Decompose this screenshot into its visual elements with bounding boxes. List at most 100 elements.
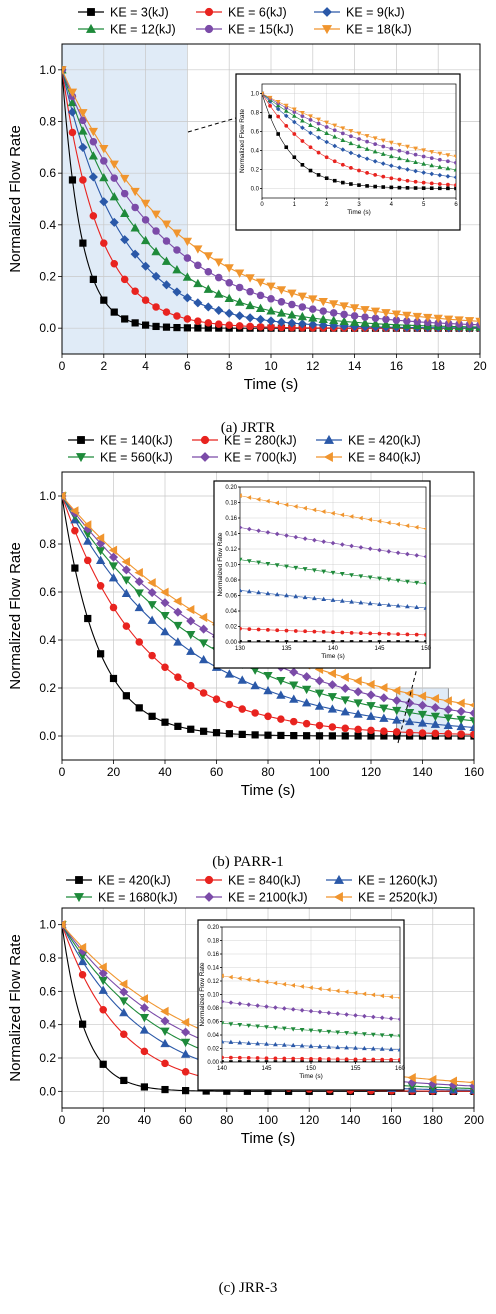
data-point xyxy=(379,993,385,999)
data-point xyxy=(277,715,285,723)
data-point xyxy=(446,186,450,191)
data-point xyxy=(152,322,160,331)
data-point xyxy=(214,289,224,298)
data-point xyxy=(222,1060,224,1062)
x-tick-label: 160 xyxy=(395,1066,406,1072)
data-point xyxy=(329,309,338,317)
data-point xyxy=(395,521,400,527)
data-point xyxy=(349,182,353,186)
data-point xyxy=(193,298,203,308)
data-point xyxy=(377,518,382,524)
data-point xyxy=(256,314,266,325)
data-point xyxy=(182,293,192,303)
data-point xyxy=(353,1045,358,1050)
y-tick-label: 0.16 xyxy=(207,952,219,958)
data-point xyxy=(405,157,410,163)
data-point xyxy=(358,574,364,579)
y-tick-label: 0.14 xyxy=(207,966,219,972)
data-point xyxy=(284,564,289,569)
data-point xyxy=(172,264,182,274)
data-point xyxy=(405,728,414,737)
data-point xyxy=(180,1038,191,1048)
data-point xyxy=(160,1016,170,1026)
data-point xyxy=(68,176,77,184)
data-point xyxy=(161,1059,169,1068)
data-point xyxy=(264,712,272,721)
data-point xyxy=(135,638,144,646)
inset-x-axis-label: Time (s) xyxy=(347,209,371,216)
data-point xyxy=(353,676,362,686)
data-point xyxy=(235,283,244,292)
data-point xyxy=(96,582,105,590)
x-tick-label: 160 xyxy=(382,1113,402,1127)
data-point xyxy=(318,314,328,323)
data-point xyxy=(274,563,280,568)
inset-frame xyxy=(197,919,405,1091)
y-tick-label: 0.06 xyxy=(225,594,237,600)
data-point xyxy=(405,186,410,190)
data-point xyxy=(443,714,453,723)
data-point xyxy=(276,317,286,327)
data-point xyxy=(339,316,349,326)
legend-label: KE = 2520(kJ) xyxy=(358,891,438,905)
data-point xyxy=(405,144,410,150)
data-point xyxy=(335,1057,340,1062)
data-point xyxy=(108,562,119,571)
data-point xyxy=(161,256,172,265)
data-point xyxy=(414,553,419,558)
data-point xyxy=(344,1012,349,1017)
data-point xyxy=(108,552,119,562)
data-point xyxy=(229,1055,233,1060)
data-point xyxy=(287,310,297,319)
data-point xyxy=(277,731,285,740)
data-point xyxy=(377,640,382,642)
inset-y-axis-label: Normalized Flow Rate xyxy=(199,962,206,1026)
data-point xyxy=(298,303,307,311)
data-point xyxy=(423,605,426,610)
figure-caption: (c) JRR-3 xyxy=(219,1280,278,1296)
data-point xyxy=(392,715,402,724)
data-point xyxy=(381,185,386,189)
data-point xyxy=(224,264,234,273)
y-tick-label: 0.4 xyxy=(39,1018,56,1032)
data-point xyxy=(266,316,276,326)
data-point xyxy=(99,172,109,182)
y-tick-label: 0.12 xyxy=(225,547,237,553)
data-point xyxy=(315,732,324,740)
data-point xyxy=(413,152,418,157)
y-tick-label: 1.0 xyxy=(251,92,260,98)
data-point xyxy=(430,712,441,722)
data-point xyxy=(309,1056,313,1061)
data-point xyxy=(456,706,466,716)
data-point xyxy=(392,728,401,736)
data-point xyxy=(284,592,289,598)
data-point xyxy=(290,1007,296,1012)
data-point xyxy=(193,245,203,254)
data-point xyxy=(237,675,247,684)
data-point xyxy=(367,600,373,606)
data-point xyxy=(360,306,370,315)
data-point xyxy=(397,996,400,1000)
data-point xyxy=(255,1056,260,1060)
data-point xyxy=(299,1007,305,1013)
data-point xyxy=(276,308,287,317)
data-point xyxy=(314,701,325,710)
data-point xyxy=(98,968,108,978)
y-tick-label: 0.6 xyxy=(39,585,56,599)
data-point xyxy=(121,557,130,567)
data-point xyxy=(396,632,400,637)
data-point xyxy=(120,174,130,184)
data-point xyxy=(119,979,128,989)
data-point xyxy=(339,512,345,518)
data-point xyxy=(95,533,105,543)
data-point xyxy=(283,113,289,119)
data-point xyxy=(100,239,108,247)
data-point xyxy=(274,531,280,537)
y-tick-label: 0.8 xyxy=(251,111,260,117)
data-point xyxy=(328,732,336,740)
data-point xyxy=(264,979,269,985)
data-point xyxy=(289,717,298,726)
data-point xyxy=(302,594,308,600)
data-point xyxy=(354,732,362,740)
x-tick-label: 5 xyxy=(422,202,426,208)
